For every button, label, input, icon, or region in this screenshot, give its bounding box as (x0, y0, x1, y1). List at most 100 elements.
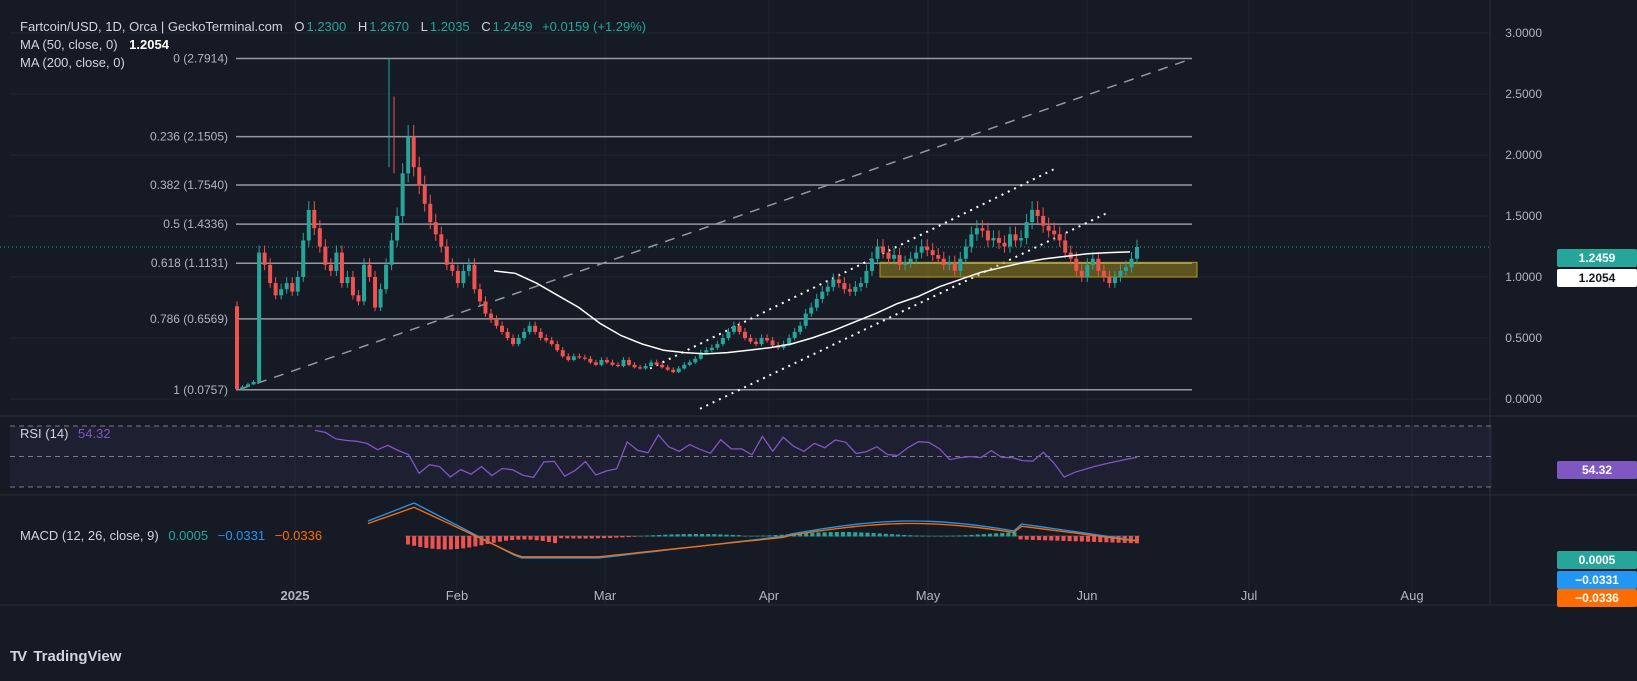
dotted-lower-trendline (699, 212, 1107, 410)
candle-body (279, 289, 284, 296)
macd-histogram-bar (822, 532, 827, 537)
candle-body (1035, 209, 1040, 216)
macd-histogram-bar (1061, 536, 1066, 541)
candle-body (1046, 225, 1051, 231)
candle-body (455, 270, 460, 284)
price-tick-label: 0.0000 (1505, 392, 1542, 406)
rsi-legend[interactable]: RSI (14) 54.32 (20, 425, 113, 443)
candle-body (737, 325, 742, 332)
macd-histogram-bar (1030, 536, 1035, 540)
candle-body (384, 264, 389, 290)
macd-histogram-bar (528, 536, 533, 540)
macd-histogram-bar (932, 535, 937, 537)
macd-histogram-bar (859, 532, 864, 537)
candles[interactable] (235, 58, 1139, 390)
time-tick-label: 2025 (281, 588, 310, 603)
candle-body (654, 362, 659, 365)
candle-body (1135, 247, 1139, 259)
time-tick-label: Apr (759, 588, 780, 603)
candle-body (378, 289, 383, 308)
fib-level-label: 0.618 (1.1131) (151, 256, 228, 270)
macd-histogram-bar (565, 536, 570, 539)
macd-histogram-bar (706, 534, 711, 537)
candle-body (544, 338, 549, 341)
candle-body (914, 252, 919, 259)
candle-body (1030, 209, 1035, 223)
ma50-legend[interactable]: MA (50, close, 0) 1.2054 (20, 36, 171, 54)
macd-histogram-bar (951, 535, 956, 537)
candle-body (549, 340, 554, 345)
macd-histogram-bar (657, 534, 662, 537)
candle-body (400, 173, 405, 216)
candle-body (908, 258, 913, 263)
candle-body (709, 347, 714, 351)
candle-body (759, 338, 764, 345)
macd-histogram-bar (424, 536, 429, 548)
candle-body (257, 252, 262, 382)
candle-body (1019, 237, 1024, 241)
macd-histogram-bar (828, 532, 833, 537)
macd-legend[interactable]: MACD (12, 26, close, 9) 0.0005 −0.0331 −… (20, 527, 324, 545)
candle-body (406, 136, 411, 174)
macd-histogram-bar (1006, 532, 1011, 537)
rsi-value: 54.32 (78, 426, 111, 441)
macd-pane[interactable] (367, 502, 1140, 559)
candle-body (836, 279, 841, 284)
candle-body (273, 283, 278, 296)
candle-body (704, 350, 709, 353)
fibonacci-levels[interactable]: 0 (2.7914) 0.236 (2.1505) 0.382 (1.7540) 0.… (150, 51, 1192, 397)
time-axis[interactable]: 2025 Feb Mar Apr May Jun Jul Aug (281, 588, 1424, 603)
macd-histogram-bar (1092, 536, 1097, 542)
candle-body (991, 237, 996, 241)
macd-histogram-bar (712, 534, 717, 537)
tradingview-icon: TV (10, 648, 27, 665)
candle-body (1123, 267, 1128, 271)
macd-signal-badge: −0.0336 (1557, 589, 1637, 607)
macd-histogram-bar (840, 532, 845, 537)
price-axis[interactable]: 3.0000 2.5000 2.0000 1.5000 1.0000 0.5000 0.00… (1505, 26, 1542, 406)
candle-body (754, 341, 759, 345)
macd-histogram-bar (798, 533, 803, 537)
trend-channel[interactable] (0, 57, 1490, 410)
symbol-legend[interactable]: Fartcoin/USD, 1D, Orca | GeckoTerminal.c… (20, 18, 648, 36)
candle-body (615, 364, 620, 367)
ma200-legend[interactable]: MA (200, close, 0) (20, 54, 127, 72)
candle-body (295, 277, 300, 292)
candle-body (1063, 240, 1068, 253)
macd-histogram-bar (608, 536, 613, 538)
candle-body (444, 246, 449, 265)
candle-body (930, 250, 935, 256)
candle-body (748, 338, 753, 342)
macd-histogram-bar (761, 535, 766, 537)
macd-histogram-bar (418, 536, 423, 547)
candle-body (665, 367, 670, 370)
time-tick-label: May (916, 588, 941, 603)
macd-histogram-bar (975, 534, 980, 537)
macd-histogram-bar (473, 536, 478, 547)
candle-body (1107, 277, 1112, 284)
candle-body (814, 298, 819, 308)
open-label: O (294, 19, 305, 34)
candle-body (952, 262, 957, 271)
candle-body (533, 325, 538, 332)
candle-body (511, 338, 516, 345)
macd-histogram-bar (718, 534, 723, 537)
support-zone[interactable] (879, 261, 1198, 278)
candle-body (980, 228, 985, 231)
macd-histogram-bar (816, 532, 821, 537)
macd-hist-value: 0.0005 (168, 528, 209, 543)
tradingview-logo[interactable]: TV TradingView (10, 648, 121, 665)
support-zone-rect[interactable] (879, 261, 1198, 278)
candle-body (317, 228, 322, 247)
candle-body (334, 252, 339, 271)
macd-histogram-bar (442, 536, 447, 550)
candle-body (566, 356, 571, 360)
candle-body (1085, 264, 1090, 277)
macd-histogram-bar (626, 536, 631, 538)
candle-body (969, 234, 974, 247)
candle-body (803, 313, 808, 326)
candle-body (284, 283, 289, 290)
candle-body (693, 358, 698, 363)
rsi-pane[interactable] (10, 425, 1492, 488)
